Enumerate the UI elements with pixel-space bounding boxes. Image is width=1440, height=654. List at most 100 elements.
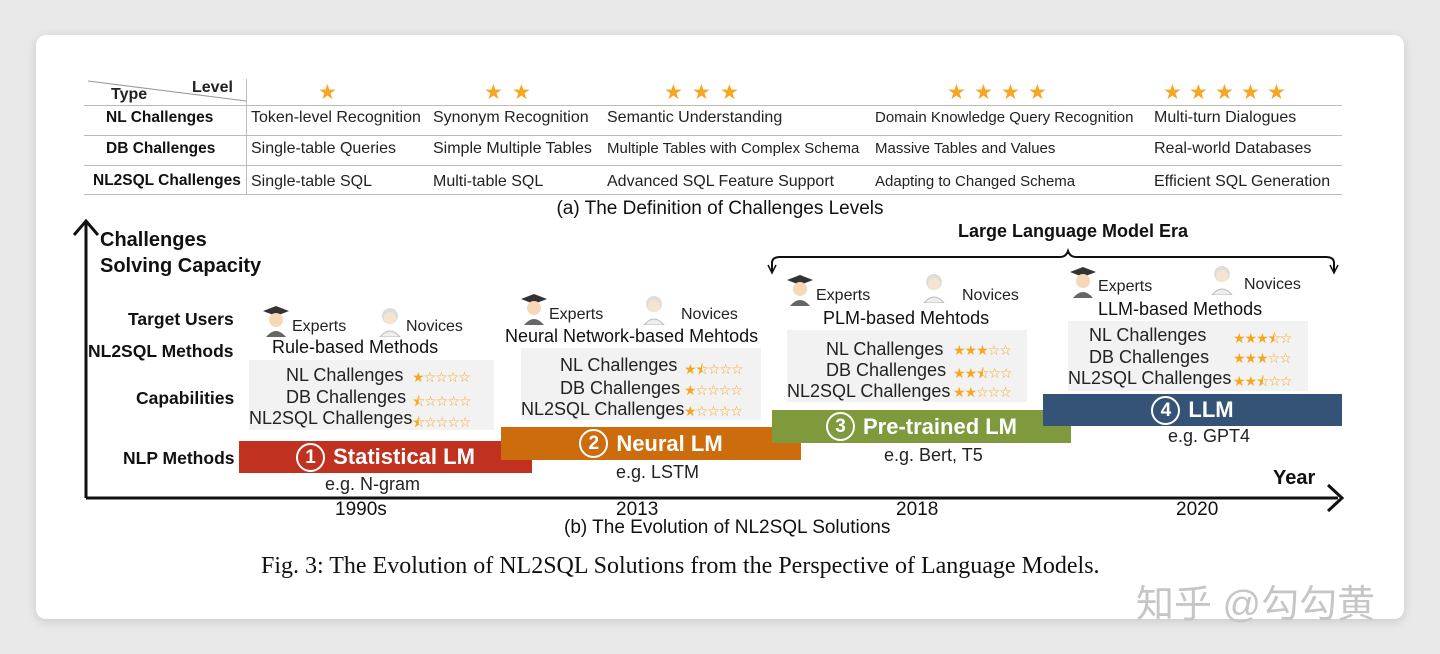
row-label-target-users: Target Users — [128, 309, 234, 329]
table-rule — [84, 194, 1342, 195]
rating-stars: ★★☆☆☆ — [953, 384, 1012, 400]
y-axis-title-line1: Challenges — [100, 229, 207, 251]
level-star: ★ — [1163, 81, 1182, 104]
capability-label: NL Challenges — [560, 355, 678, 375]
row-label-nl: NL Challenges — [106, 109, 214, 126]
table-cell: Advanced SQL Feature Support — [607, 173, 835, 190]
rating-stars: ★★⯪☆☆ — [953, 365, 1012, 381]
row-label-db: DB Challenges — [106, 140, 216, 157]
rating-stars: ⯪☆☆☆☆ — [412, 393, 471, 409]
level-star: ★ — [1001, 81, 1020, 104]
table-cell: Massive Tables and Values — [875, 140, 1056, 157]
novice-icon — [643, 296, 665, 325]
era3-year: 2018 — [896, 499, 939, 520]
experts-label: Experts — [1098, 278, 1153, 295]
capability-label: NL Challenges — [826, 339, 944, 359]
experts-label: Experts — [549, 306, 604, 323]
era4-bar: 4 LLM — [1043, 394, 1342, 426]
axes — [72, 218, 1345, 513]
level-star: ★ — [1189, 81, 1208, 104]
era3-capabilities-box — [787, 330, 1027, 402]
era4-year: 2020 — [1176, 499, 1219, 520]
capability-label: NL2SQL Challenges — [1068, 368, 1232, 388]
table-cell: Domain Knowledge Query Recognition — [875, 109, 1134, 126]
era1-name: Statistical LM — [333, 444, 475, 469]
rating-stars: ⯪☆☆☆☆ — [412, 414, 471, 430]
era4-method: LLM-based Methods — [1098, 299, 1263, 319]
era1-example: e.g. N-gram — [325, 474, 421, 494]
era1-bar: 1 Statistical LM — [239, 441, 532, 473]
capability-label: DB Challenges — [560, 378, 681, 398]
table-vertical-divider — [246, 79, 247, 195]
era4-capabilities-box — [1068, 321, 1308, 391]
table-cell: Efficient SQL Generation — [1154, 173, 1331, 190]
rating-stars: ★☆☆☆☆ — [412, 369, 471, 385]
table-cell: Token-level Recognition — [251, 109, 421, 126]
era3-method: PLM-based Mehtods — [823, 308, 990, 328]
era4-number: 4 — [1151, 395, 1181, 425]
table-cell: Multiple Tables with Complex Schema — [607, 140, 860, 157]
level-star: ★ — [1241, 81, 1260, 104]
rating-stars: ★★★☆☆ — [953, 342, 1012, 358]
figure-caption: Fig. 3: The Evolution of NL2SQL Solution… — [261, 553, 1100, 579]
level-star: ★ — [1267, 81, 1286, 104]
capability-label: DB Challenges — [826, 360, 947, 380]
level-star: ★ — [664, 81, 683, 104]
rating-stars: ★★★⯪☆ — [1233, 330, 1292, 346]
era2-method: Neural Network-based Mehtods — [505, 326, 759, 346]
header-level: Level — [192, 79, 233, 96]
row-label-nl2sql-methods: NL2SQL Methods — [88, 341, 234, 361]
era1-method: Rule-based Methods — [272, 337, 439, 357]
era1-capabilities-box — [249, 360, 494, 430]
capability-label: DB Challenges — [286, 387, 407, 407]
level-star: ★ — [1028, 81, 1047, 104]
rating-stars: ★★★☆☆ — [1233, 350, 1292, 366]
caption-b: (b) The Evolution of NL2SQL Solutions — [564, 517, 891, 538]
table-cell: Single-table Queries — [251, 140, 396, 157]
row-label-nl2sql: NL2SQL Challenges — [93, 172, 241, 189]
expert-icon — [787, 275, 813, 306]
novices-label: Novices — [962, 287, 1019, 304]
era4-example: e.g. GPT4 — [1168, 426, 1251, 446]
era3-bar: 3 Pre-trained LM — [772, 410, 1071, 443]
novices-label: Novices — [681, 306, 738, 323]
era2-year: 2013 — [616, 499, 659, 520]
llm-era-label: Large Language Model Era — [958, 221, 1189, 241]
novice-icon — [379, 308, 401, 337]
level-star: ★ — [512, 81, 531, 104]
table-cell: Simple Multiple Tables — [433, 140, 592, 157]
y-axis-title-line2: Solving Capacity — [100, 255, 262, 277]
rating-stars: ★★⯪☆☆ — [1233, 373, 1292, 389]
level-star: ★ — [692, 81, 711, 104]
table-rule — [84, 105, 1342, 106]
era4-name: LLM — [1188, 397, 1234, 422]
figure-card: Type Level ★ ★ ★ ★ ★ ★ ★ ★ ★ ★ ★ ★ ★ ★ ★… — [36, 35, 1404, 626]
era3-number: 3 — [825, 412, 855, 441]
capability-label: NL Challenges — [1089, 325, 1207, 345]
level-star: ★ — [1215, 81, 1234, 104]
level-star: ★ — [484, 81, 503, 104]
novices-label: Novices — [406, 318, 463, 335]
x-axis-title: Year — [1273, 467, 1316, 489]
level-star: ★ — [974, 81, 993, 104]
level-star: ★ — [318, 81, 337, 104]
rating-stars: ★☆☆☆☆ — [684, 403, 743, 419]
watermark: 知乎 @勾勾黄 — [1136, 584, 1376, 626]
era1-number: 1 — [296, 442, 326, 472]
era2-bar: 2 Neural LM — [501, 427, 801, 460]
era2-example: e.g. LSTM — [616, 462, 700, 482]
era1-year: 1990s — [335, 499, 387, 520]
table-cell: Multi-table SQL — [433, 173, 544, 190]
level-star: ★ — [947, 81, 966, 104]
era3-example: e.g. Bert, T5 — [884, 445, 983, 465]
table-rule — [84, 165, 1342, 166]
capability-label: NL2SQL Challenges — [249, 408, 413, 428]
table-cell: Single-table SQL — [251, 173, 372, 190]
table-cell: Semantic Understanding — [607, 109, 783, 126]
rating-stars: ★☆☆☆☆ — [684, 382, 743, 398]
novice-icon — [923, 274, 945, 303]
rating-stars: ★⯪☆☆☆ — [684, 361, 743, 377]
novices-label: Novices — [1244, 276, 1301, 293]
era2-number: 2 — [579, 429, 609, 458]
era3-name: Pre-trained LM — [862, 413, 1018, 439]
